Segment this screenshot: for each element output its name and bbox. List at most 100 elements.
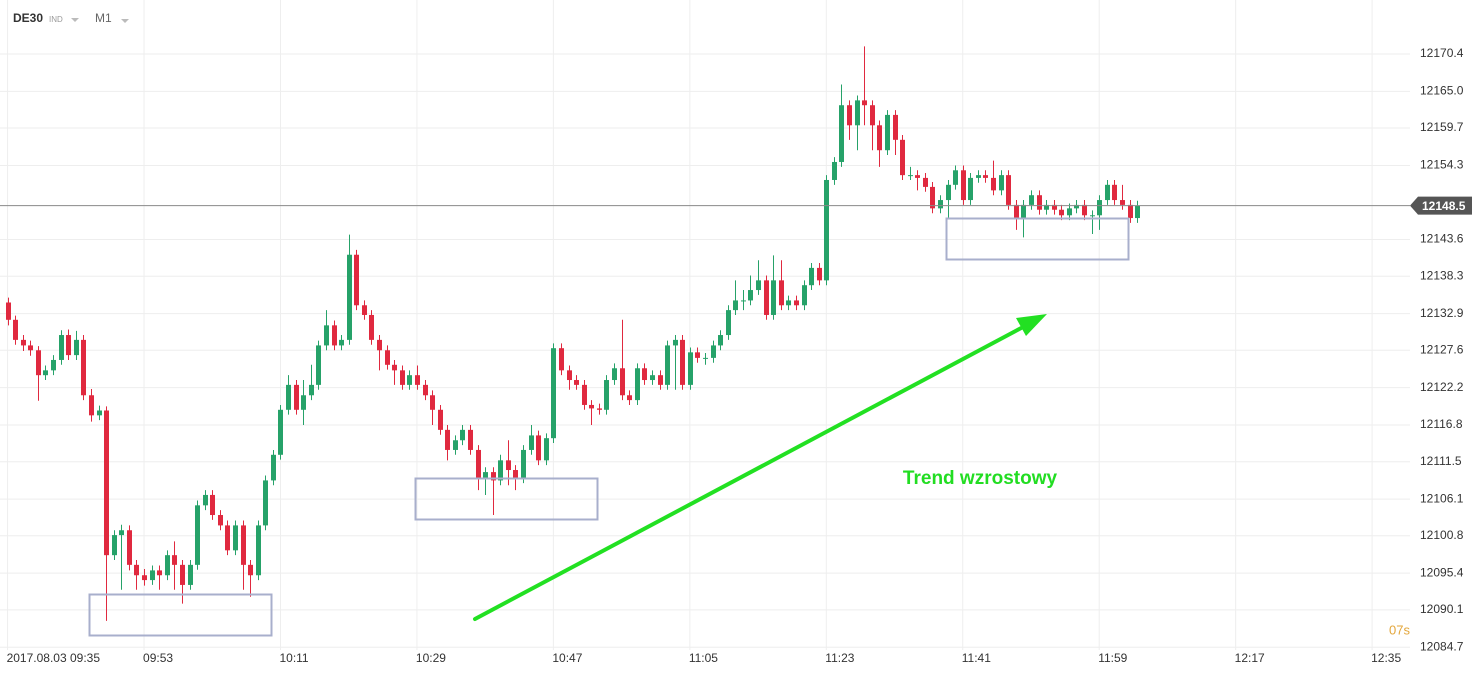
candle-body: [203, 494, 208, 506]
candle-body: [51, 359, 56, 371]
candle-body: [263, 480, 268, 526]
candle-body: [1052, 204, 1057, 210]
candle-body: [74, 339, 79, 356]
candle-body: [21, 339, 26, 346]
candle-body: [627, 395, 632, 401]
candle-body: [112, 535, 117, 556]
candle-body: [1059, 209, 1064, 216]
candle-body: [582, 384, 587, 405]
candle-body: [794, 300, 799, 306]
candle-body: [165, 555, 170, 576]
candle-body: [81, 339, 86, 396]
timeframe[interactable]: M1: [95, 11, 112, 25]
candle-body: [817, 267, 822, 281]
candle-body: [991, 177, 996, 191]
candle-body: [28, 345, 33, 351]
header: DE30 IND M1: [13, 11, 129, 25]
candle-body: [423, 384, 428, 396]
y-tick-label: 12090.1: [1420, 602, 1464, 616]
candle-body: [513, 470, 518, 479]
trend-arrowhead: [1016, 314, 1047, 336]
y-tick-label: 12100.8: [1420, 528, 1464, 542]
candle-body: [711, 345, 716, 358]
dropdown-caret[interactable]: [121, 19, 129, 23]
y-tick-label: 12127.6: [1420, 342, 1464, 356]
candle-body: [225, 525, 230, 551]
candle-body: [407, 375, 412, 385]
candle-body: [498, 460, 503, 481]
x-tick-label: 10:47: [552, 651, 582, 665]
candle-body: [695, 352, 700, 358]
candle-body: [930, 186, 935, 209]
y-tick-label: 12138.3: [1420, 268, 1464, 282]
range-box: [414, 477, 599, 521]
candle-body: [210, 494, 215, 516]
x-tick-label: 10:29: [416, 651, 446, 665]
candle-body: [574, 380, 579, 385]
candles: [6, 46, 1140, 621]
y-tick-label: 12095.4: [1420, 565, 1464, 579]
candle-body: [142, 575, 147, 581]
candle-body: [741, 300, 746, 302]
candle-body: [764, 280, 769, 315]
candle-body: [476, 449, 481, 479]
candle-body: [316, 345, 321, 385]
candle-body: [567, 370, 572, 381]
candle-body: [893, 114, 898, 140]
current-price-label: 12148.5: [1422, 199, 1466, 213]
candle-body: [347, 254, 352, 340]
candle-body: [551, 348, 556, 439]
candle-body: [604, 380, 609, 410]
candle-body: [278, 409, 283, 455]
candle-body: [180, 564, 185, 585]
candle-body: [536, 435, 541, 461]
x-tick-label: 2017.08.03 09:35: [7, 651, 101, 665]
candle-body: [36, 350, 41, 376]
candle-body: [1135, 205, 1140, 219]
candle-body: [1044, 204, 1049, 210]
candle-body: [1112, 184, 1117, 201]
candle-body: [703, 357, 708, 359]
candle-body: [968, 177, 973, 201]
candle-body: [377, 339, 382, 351]
candle-body: [771, 280, 776, 315]
candle-body: [748, 290, 753, 301]
timer: 07s: [1389, 622, 1410, 637]
candle-body: [870, 105, 875, 126]
candle-body: [150, 570, 155, 581]
candle-body: [324, 325, 329, 346]
candle-body: [468, 429, 473, 450]
candle-body: [1105, 184, 1110, 201]
candle-body: [301, 395, 306, 410]
candle-body: [597, 408, 602, 410]
candle-body: [786, 300, 791, 306]
candle-body: [172, 555, 177, 565]
candle-body: [271, 454, 276, 481]
candle-body: [354, 254, 359, 306]
candle-body: [983, 175, 988, 178]
candle-body: [89, 395, 94, 416]
trend-arrow: [473, 324, 1027, 621]
symbol[interactable]: DE30: [13, 11, 43, 25]
candle-body: [13, 319, 18, 340]
candle-body: [385, 350, 390, 365]
candle-body: [332, 325, 337, 346]
candle-body: [1082, 204, 1087, 216]
candle-body: [529, 435, 534, 450]
y-tick-label: 12154.3: [1420, 158, 1464, 172]
candle-body: [923, 177, 928, 187]
candle-body: [938, 200, 943, 209]
candle-body: [612, 368, 617, 381]
candle-body: [491, 472, 496, 481]
candle-body: [650, 375, 655, 381]
dropdown-caret[interactable]: [71, 18, 79, 22]
candle-body: [195, 505, 200, 565]
grid: [0, 0, 1410, 650]
candle-body: [97, 410, 102, 416]
candle-body: [908, 175, 913, 177]
candle-body: [188, 564, 193, 585]
candle-body: [294, 384, 299, 410]
x-tick-label: 11:59: [1098, 651, 1127, 665]
y-tick-label: 12165.0: [1420, 84, 1464, 98]
